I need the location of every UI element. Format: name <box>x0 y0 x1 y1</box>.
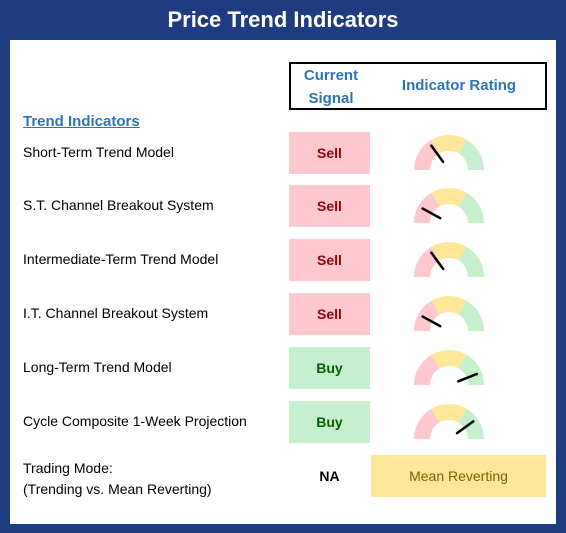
gauge-yellow-segment <box>431 188 467 207</box>
trading-mode-label-line2: (Trending vs. Mean Reverting) <box>23 481 212 497</box>
gauge-red-segment <box>414 192 440 223</box>
gauge-green-segment <box>458 354 484 385</box>
gauge-green-segment <box>458 192 484 223</box>
rating-gauge-icon <box>414 242 484 277</box>
rating-gauge-icon <box>414 296 484 331</box>
gauge-red-segment <box>414 300 440 331</box>
page-title: Price Trend Indicators <box>167 7 399 32</box>
gauge-green-segment <box>458 246 484 277</box>
gauge-yellow-segment <box>431 242 467 261</box>
gauge-needle <box>421 207 442 220</box>
gauge-red-segment <box>414 354 440 385</box>
trading-mode-signal: NA <box>319 468 340 484</box>
gauge-needle <box>430 144 445 164</box>
gauge-needle <box>430 251 445 271</box>
section-title: Trend Indicators <box>23 113 140 130</box>
gauge-needle <box>455 420 475 435</box>
rating-gauge-icon <box>414 135 484 170</box>
gauge-red-segment <box>414 408 440 439</box>
trading-mode-value: Mean Reverting <box>371 455 546 497</box>
gauge-yellow-segment <box>431 135 467 154</box>
current-signal-header-line1: Current <box>303 67 359 84</box>
column-header-box: Current Signal Indicator Rating <box>289 62 547 110</box>
indicator-label: Short-Term Trend Model <box>23 144 174 160</box>
indicator-rating-header: Indicator Rating <box>401 77 517 94</box>
indicator-label: Cycle Composite 1-Week Projection <box>23 413 247 429</box>
current-signal-header-line2: Signal <box>308 90 354 107</box>
indicator-label: S.T. Channel Breakout System <box>23 197 214 213</box>
gauge-needle <box>457 372 479 383</box>
gauge-green-segment <box>458 139 484 170</box>
signal-badge: Sell <box>289 185 370 227</box>
signal-badge: Sell <box>289 239 370 281</box>
gauge-yellow-segment <box>431 350 467 369</box>
indicator-label: Long-Term Trend Model <box>23 359 172 375</box>
signal-badge: Sell <box>289 132 370 174</box>
gauge-yellow-segment <box>431 296 467 315</box>
signal-badge: Sell <box>289 293 370 335</box>
gauge-green-segment <box>458 300 484 331</box>
rating-gauge-icon <box>414 188 484 223</box>
signal-badge: Buy <box>289 401 370 443</box>
gauge-yellow-segment <box>431 404 467 423</box>
gauge-needle <box>421 315 442 328</box>
current-signal-header: Current Signal <box>291 64 371 108</box>
indicator-label: I.T. Channel Breakout System <box>23 305 209 321</box>
signal-badge: Buy <box>289 347 370 389</box>
rating-gauge-icon <box>414 350 484 385</box>
trading-mode-label: Trading Mode: (Trending vs. Mean Reverti… <box>23 458 212 500</box>
indicator-panel: Current Signal Indicator Rating Trend In… <box>10 40 556 524</box>
indicator-label: Intermediate-Term Trend Model <box>23 251 219 267</box>
trading-mode-label-line1: Trading Mode: <box>23 460 113 476</box>
rating-gauge-icon <box>414 404 484 439</box>
